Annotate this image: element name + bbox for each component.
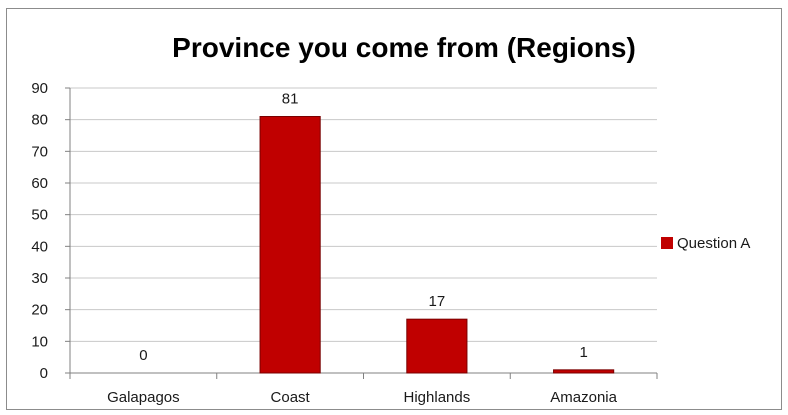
bar — [406, 318, 468, 374]
y-tick-label: 90 — [31, 80, 48, 97]
bar — [553, 369, 615, 374]
y-tick-label: 80 — [31, 112, 48, 129]
data-label: 81 — [282, 91, 299, 108]
bar — [259, 116, 321, 374]
legend-swatch-question-a — [661, 237, 673, 249]
x-tick-label: Coast — [271, 389, 311, 406]
data-label: 1 — [579, 344, 587, 361]
y-tick-label: 70 — [31, 143, 48, 160]
x-axis: Galapagos Coast Highlands Amazonia — [69, 373, 658, 406]
data-labels: 0 81 17 1 — [139, 91, 588, 365]
y-tick-label: 60 — [31, 175, 48, 192]
gridlines — [70, 87, 657, 374]
y-tick-label: 10 — [31, 333, 48, 350]
y-axis: 0 10 20 30 40 50 60 70 80 90 — [31, 80, 71, 382]
x-tick-label: Amazonia — [550, 389, 617, 406]
data-label: 0 — [139, 347, 147, 364]
legend-label-question-a: Question A — [677, 235, 750, 252]
x-tick-label: Highlands — [404, 389, 471, 406]
x-tick-label: Galapagos — [107, 389, 180, 406]
legend: Question A — [661, 235, 750, 252]
chart-title: Province you come from (Regions) — [172, 32, 636, 63]
y-tick-label: 40 — [31, 238, 48, 255]
data-label: 17 — [429, 293, 446, 310]
y-tick-label: 30 — [31, 270, 48, 287]
y-tick-label: 20 — [31, 302, 48, 319]
y-tick-label: 0 — [40, 365, 48, 382]
y-tick-label: 50 — [31, 207, 48, 224]
chart-frame — [6, 8, 782, 410]
bars — [259, 116, 615, 374]
